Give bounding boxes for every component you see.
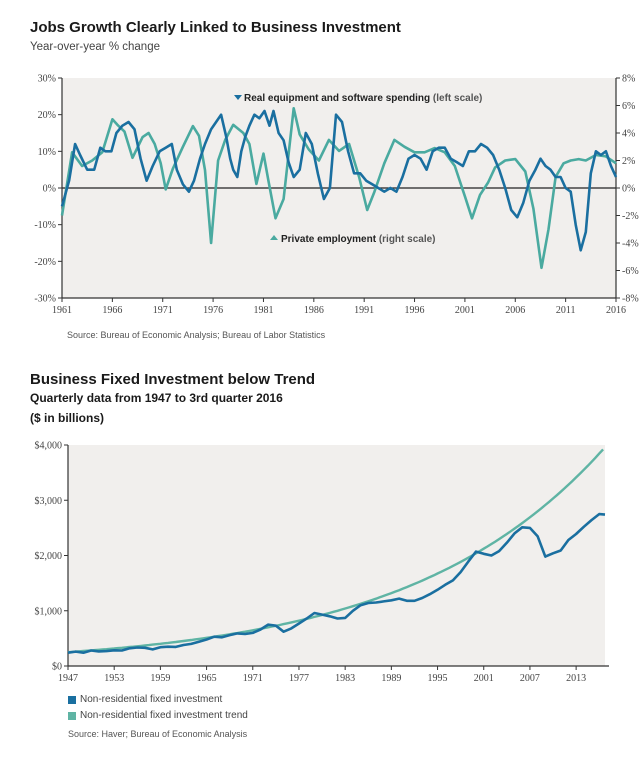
chart1-right-tick-label: -4% (622, 239, 639, 250)
chart1-right-tick-label: 2% (622, 156, 635, 167)
chart2-x-tick-label: 2007 (520, 673, 540, 684)
chart1-right-tick-label: -2% (622, 211, 639, 222)
chart2-x-tick-label: 1971 (243, 673, 263, 684)
legend-item-trend: Non-residential fixed investment trend (68, 710, 248, 721)
chart2-x-tick-label: 1977 (289, 673, 309, 684)
chart1-x-tick-label: 2001 (455, 305, 475, 316)
chart1-right-tick-label: 8% (622, 74, 635, 85)
chart2-plot-area (68, 445, 605, 666)
chart2-y-tick-label: $3,000 (35, 496, 63, 507)
chart1-right-tick-label: -8% (622, 294, 639, 305)
chart2-x-tick-label: 1983 (335, 673, 355, 684)
legend-swatch-trend (68, 711, 76, 720)
legend-swatch-investment (68, 695, 76, 704)
chart2-subtitle: Quarterly data from 1947 to 3rd quarter … (30, 391, 283, 405)
chart2-x-tick-label: 1947 (58, 673, 78, 684)
chart2-x-tick-label: 1995 (428, 673, 448, 684)
legend-item-investment: Non-residential fixed investment (68, 694, 222, 705)
chart1-plot: 30% 20% 10% 0% -10% -20% -30% 8% 6% 4% 2% 0% -2% -4% -… (34, 74, 639, 317)
chart1-source: Source: Bureau of Economic Analysis; Bur… (67, 330, 326, 340)
chart1-right-tick-label: 0% (622, 184, 635, 195)
chart1-x-tick-label: 1986 (304, 305, 324, 316)
investment-line (67, 512, 606, 655)
chart1-x-tick-label: 2011 (556, 305, 576, 316)
employment-annotation: Private employment (right scale) (281, 234, 436, 245)
chart1-x-tick-label: 1966 (102, 305, 122, 316)
chart1-left-tick-label: 30% (38, 74, 56, 85)
chart2-unit-note: ($ in billions) (30, 411, 104, 425)
chart1-title: Jobs Growth Clearly Linked to Business I… (30, 19, 401, 36)
chart2-x-tick-label: 1965 (197, 673, 217, 684)
legend-label-trend: Non-residential fixed investment trend (80, 710, 248, 721)
chart1-right-tick-label: -6% (622, 266, 639, 277)
chart2-x-tick-label: 2001 (474, 673, 494, 684)
chart2-y-tick-label: $1,000 (35, 606, 63, 617)
chart1-x-tick-label: 1961 (52, 305, 72, 316)
chart1-left-tick-label: -10% (34, 220, 56, 231)
chart1-x-tick-label: 2006 (505, 305, 525, 316)
down-triangle-marker-icon (234, 95, 242, 100)
chart1-x-tick-label: 1996 (405, 305, 425, 316)
chart2-title: Business Fixed Investment below Trend (30, 371, 316, 388)
chart1-right-tick-label: 6% (622, 101, 635, 112)
chart1-left-tick-label: 0% (43, 184, 56, 195)
chart1-x-tick-label: 1981 (253, 305, 273, 316)
chart1-left-tick-label: -30% (34, 294, 56, 305)
chart1-left-tick-label: -20% (34, 257, 56, 268)
up-triangle-marker-icon (270, 235, 278, 240)
chart2-x-tick-label: 2013 (566, 673, 586, 684)
chart2-x-tick-label: 1959 (150, 673, 170, 684)
chart2-source: Source: Haver; Bureau of Economic Analys… (68, 729, 248, 739)
chart2-y-tick-label: $4,000 (35, 441, 63, 452)
chart1-x-tick-label: 2016 (606, 305, 626, 316)
chart1-left-tick-label: 10% (38, 147, 56, 158)
equipment-annotation: Real equipment and software spending (le… (244, 93, 482, 104)
chart2-x-tick-label: 1953 (104, 673, 124, 684)
chart2-y-tick-label: $0 (52, 662, 62, 673)
chart2-y-tick-label: $2,000 (35, 551, 63, 562)
chart1-x-tick-label: 1991 (354, 305, 374, 316)
chart1-x-tick-label: 1976 (203, 305, 223, 316)
chart2-x-tick-label: 1989 (381, 673, 401, 684)
chart1-subtitle: Year-over-year % change (30, 41, 160, 53)
investment-trend-line (67, 448, 604, 654)
legend-label-investment: Non-residential fixed investment (80, 694, 223, 705)
equipment-spending-line (60, 109, 618, 252)
chart1-right-tick-label: 4% (622, 129, 635, 140)
chart1-x-tick-label: 1971 (153, 305, 173, 316)
private-employment-line (60, 107, 617, 270)
chart1-left-tick-label: 20% (38, 110, 56, 121)
